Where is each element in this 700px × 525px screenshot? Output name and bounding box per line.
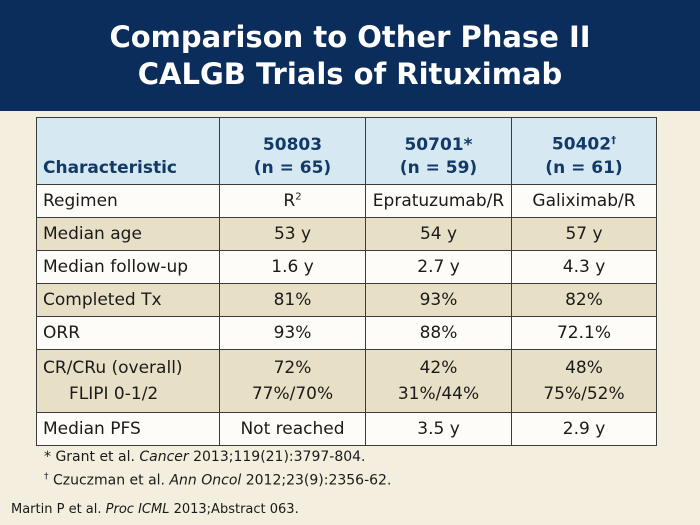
table-row-regimen: Regimen R2 Epratuzumab/R Galiximab/R	[36, 184, 657, 218]
trial-mark: *	[463, 135, 473, 155]
cell-sub: 75%/52%	[543, 384, 625, 404]
cell-50701: 42% 31%/44%	[365, 349, 512, 413]
cell-50803: 53 y	[219, 217, 366, 251]
comparison-table: Characteristic 50803 (n = 65) 50701* (n …	[36, 117, 657, 446]
footnote-text: 2013;119(21):3797-804.	[188, 449, 366, 465]
trial-n: (n = 65)	[253, 158, 332, 178]
cell-50701: 93%	[365, 283, 512, 317]
regimen-base: R	[283, 191, 296, 211]
row-label: CR/CRu (overall) FLIPI 0-1/2	[36, 349, 220, 413]
table-row-median-age: Median age 53 y 54 y 57 y	[36, 217, 657, 251]
cell-50402: 57 y	[511, 217, 657, 251]
table-row-cr-cru: CR/CRu (overall) FLIPI 0-1/2 72% 77%/70%…	[36, 349, 657, 413]
slide-title-line-2: CALGB Trials of Rituximab	[137, 56, 563, 91]
row-label: Regimen	[36, 184, 220, 218]
cell-main: 72%	[273, 358, 312, 378]
footnote-text: Czuczman et al.	[48, 472, 170, 489]
regimen-superscript: 2	[295, 191, 302, 203]
cell-50701: 2.7 y	[365, 250, 512, 284]
table-row-completed-tx: Completed Tx 81% 93% 82%	[36, 283, 657, 317]
cell-50803: R2	[219, 184, 366, 218]
footnote-journal: Ann Oncol	[169, 472, 242, 489]
header-trial-50701: 50701* (n = 59)	[365, 117, 512, 185]
slide-header: Comparison to Other Phase II CALGB Trial…	[0, 0, 700, 111]
header-characteristic: Characteristic	[36, 117, 220, 185]
cell-50701: Epratuzumab/R	[365, 184, 512, 218]
row-label: Median follow-up	[36, 250, 220, 284]
cell-50402: Galiximab/R	[511, 184, 657, 218]
row-label: Median age	[36, 217, 220, 251]
row-label-sub: FLIPI 0-1/2	[69, 384, 159, 404]
cell-50402: 2.9 y	[511, 412, 657, 446]
footnote-2: † Czuczman et al. Ann Oncol 2012;23(9):2…	[44, 472, 391, 489]
footnote-text: Grant et al.	[51, 449, 140, 465]
footnote-mark: †	[44, 472, 49, 482]
cell-50803: Not reached	[219, 412, 366, 446]
slide-title-line-1: Comparison to Other Phase II	[109, 19, 591, 54]
cell-50803: 1.6 y	[219, 250, 366, 284]
trial-n: (n = 61)	[545, 158, 623, 178]
cell-50701: 54 y	[365, 217, 512, 251]
footnote-mark: *	[44, 449, 51, 465]
header-trial-50402: 50402† (n = 61)	[511, 117, 657, 185]
row-label-main: CR/CRu (overall)	[43, 358, 183, 378]
footnote-journal: Cancer	[139, 449, 189, 465]
cell-50402: 72.1%	[511, 316, 657, 350]
table-row-median-pfs: Median PFS Not reached 3.5 y 2.9 y	[36, 412, 657, 446]
citation-text: 2013;Abstract 063.	[169, 502, 299, 517]
cell-main: 48%	[565, 358, 603, 378]
footnote-1: * Grant et al. Cancer 2013;119(21):3797-…	[44, 449, 366, 465]
trial-id: 50701	[404, 135, 464, 155]
citation-journal: Proc ICML	[105, 502, 170, 517]
table-row-median-followup: Median follow-up 1.6 y 2.7 y 4.3 y	[36, 250, 657, 284]
citation: Martin P et al. Proc ICML 2013;Abstract …	[11, 502, 299, 517]
table-header-row: Characteristic 50803 (n = 65) 50701* (n …	[36, 117, 657, 185]
trial-id: 50803	[262, 135, 323, 155]
header-trial-50803: 50803 (n = 65)	[219, 117, 366, 185]
trial-n: (n = 59)	[399, 158, 478, 178]
cell-50402: 82%	[511, 283, 657, 317]
cell-50803: 93%	[219, 316, 366, 350]
cell-50803: 81%	[219, 283, 366, 317]
cell-50701: 88%	[365, 316, 512, 350]
cell-sub: 77%/70%	[251, 384, 334, 404]
row-label: ORR	[36, 316, 220, 350]
cell-50803: 72% 77%/70%	[219, 349, 366, 413]
cell-main: 42%	[419, 358, 458, 378]
trial-id: 50402	[551, 135, 612, 155]
footnote-text: 2012;23(9):2356-62.	[241, 472, 392, 489]
cell-50701: 3.5 y	[365, 412, 512, 446]
cell-50402: 48% 75%/52%	[511, 349, 657, 413]
row-label: Median PFS	[36, 412, 220, 446]
row-label: Completed Tx	[36, 283, 220, 317]
table-row-orr: ORR 93% 88% 72.1%	[36, 316, 657, 350]
citation-text: Martin P et al.	[11, 502, 106, 517]
trial-mark: †	[611, 135, 617, 147]
cell-50402: 4.3 y	[511, 250, 657, 284]
cell-sub: 31%/44%	[397, 384, 480, 404]
